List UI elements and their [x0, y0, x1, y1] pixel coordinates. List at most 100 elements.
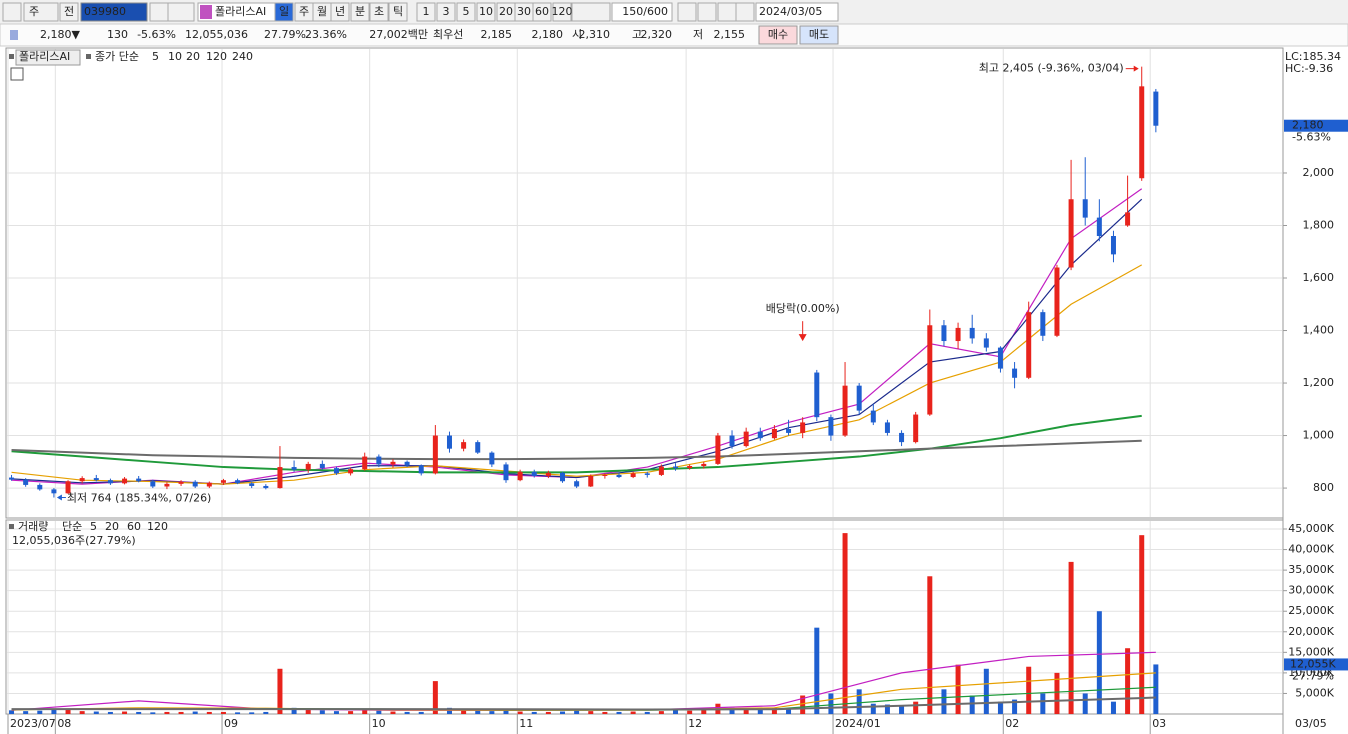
button-frame[interactable]	[552, 2, 572, 22]
stock-name[interactable]: 폴라리스AI	[215, 5, 266, 18]
high-annotation: 최고 2,405 (-9.36%, 03/04)	[979, 62, 1124, 75]
button-frame[interactable]	[456, 2, 476, 22]
button-frame[interactable]	[23, 2, 59, 22]
quote-low: 2,155	[714, 28, 746, 41]
period-button[interactable]	[330, 2, 350, 22]
volume-bar	[814, 627, 820, 714]
volume-marker	[1284, 658, 1348, 671]
volume-bar	[305, 709, 311, 714]
period-button[interactable]	[388, 2, 408, 22]
buy-button[interactable]	[758, 25, 798, 45]
code-input-text[interactable]: 039980	[84, 5, 126, 18]
candle-body	[192, 481, 198, 487]
period-label[interactable]: 일	[279, 4, 289, 18]
volume-bar	[828, 693, 834, 714]
dividend-annotation: 배당락(0.00%)	[766, 302, 840, 315]
volume-bar	[249, 712, 255, 714]
volume-bar	[65, 709, 71, 714]
count[interactable]: 150/600	[622, 5, 668, 18]
y-tick-label: 1,600	[1303, 271, 1335, 284]
button-frame[interactable]	[697, 2, 717, 22]
volume-bar	[376, 710, 382, 714]
button-frame[interactable]	[571, 2, 611, 22]
market-select[interactable]: 주	[29, 5, 39, 18]
button-frame[interactable]	[167, 2, 195, 22]
y-tick-label: 1,200	[1303, 376, 1335, 389]
button-frame[interactable]	[149, 2, 169, 22]
quote-high: 2,320	[641, 28, 673, 41]
code-input[interactable]	[80, 2, 148, 22]
candle-body	[673, 466, 679, 469]
sell-label[interactable]: 매도	[809, 28, 829, 41]
candle-body	[446, 435, 452, 449]
volume-bar	[602, 711, 608, 714]
button-frame[interactable]	[532, 2, 552, 22]
candle-body	[136, 478, 142, 482]
volume-bar	[206, 711, 212, 714]
interval-label[interactable]: 20	[499, 5, 513, 18]
volume-bar	[432, 681, 438, 714]
period-label[interactable]: 틱	[393, 5, 403, 18]
chart-title[interactable]: 폴라리스AI	[19, 50, 70, 63]
candle-body	[983, 338, 989, 348]
candle-body	[65, 481, 71, 494]
volume-bar	[1040, 693, 1046, 714]
volume-bar	[673, 710, 679, 714]
period-button[interactable]	[350, 2, 370, 22]
button-frame[interactable]	[2, 2, 22, 22]
type-select[interactable]: 전	[64, 5, 74, 18]
volume-bar	[23, 711, 29, 714]
candle-body	[178, 481, 184, 484]
volume-bar	[277, 668, 283, 714]
y-tick-label: 800	[1313, 481, 1334, 494]
period-button[interactable]	[274, 2, 294, 22]
count-field[interactable]	[611, 2, 673, 22]
table-icon[interactable]	[10, 67, 24, 81]
interval-label[interactable]: 1	[423, 5, 430, 18]
button-frame[interactable]	[735, 2, 755, 22]
period-label[interactable]: 주	[299, 5, 309, 18]
date-field[interactable]	[755, 2, 839, 22]
volume-bar	[729, 707, 735, 714]
interval-label[interactable]: 30	[517, 5, 531, 18]
x-tick-label: 2024/01	[835, 717, 881, 730]
candle-body	[390, 461, 396, 465]
candle-body	[461, 442, 467, 449]
period-button[interactable]	[369, 2, 389, 22]
period-label[interactable]: 초	[374, 5, 384, 18]
sell-button[interactable]	[799, 25, 839, 45]
quote-best-label: 최우선	[433, 28, 463, 41]
volume-bar	[757, 709, 763, 714]
button-frame[interactable]	[717, 2, 737, 22]
y-tick-label: 30,000K	[1288, 584, 1334, 597]
button-frame[interactable]	[59, 2, 79, 22]
interval-label[interactable]: 60	[535, 5, 549, 18]
buy-label[interactable]: 매수	[768, 28, 788, 41]
interval-label[interactable]: 3	[443, 5, 450, 18]
button-frame[interactable]	[677, 2, 697, 22]
legend-box[interactable]	[15, 49, 81, 66]
candle-body	[1082, 199, 1088, 218]
interval-label[interactable]: 5	[463, 5, 470, 18]
legend-entry: 20	[105, 520, 119, 533]
hc-label: HC:-9.36	[1285, 62, 1333, 75]
volume-bar	[1110, 701, 1116, 714]
button-frame[interactable]	[436, 2, 456, 22]
volume-bar	[701, 709, 707, 714]
period-label[interactable]: 분	[355, 5, 365, 18]
period-label[interactable]: 월	[317, 5, 327, 18]
volume-bar	[37, 710, 43, 714]
volume-bar	[475, 710, 481, 714]
date[interactable]: 2024/03/05	[759, 5, 822, 18]
volume-bar	[588, 711, 594, 714]
period-label[interactable]: 년	[335, 5, 345, 18]
interval-label[interactable]: 120	[552, 5, 573, 18]
button-frame[interactable]	[416, 2, 436, 22]
candle-body	[263, 485, 269, 489]
candle-body	[235, 480, 241, 484]
volume-bar	[107, 711, 113, 714]
button-frame[interactable]	[476, 2, 496, 22]
interval-label[interactable]: 10	[479, 5, 493, 18]
candle-body	[37, 484, 43, 490]
volume-bar	[927, 576, 933, 714]
